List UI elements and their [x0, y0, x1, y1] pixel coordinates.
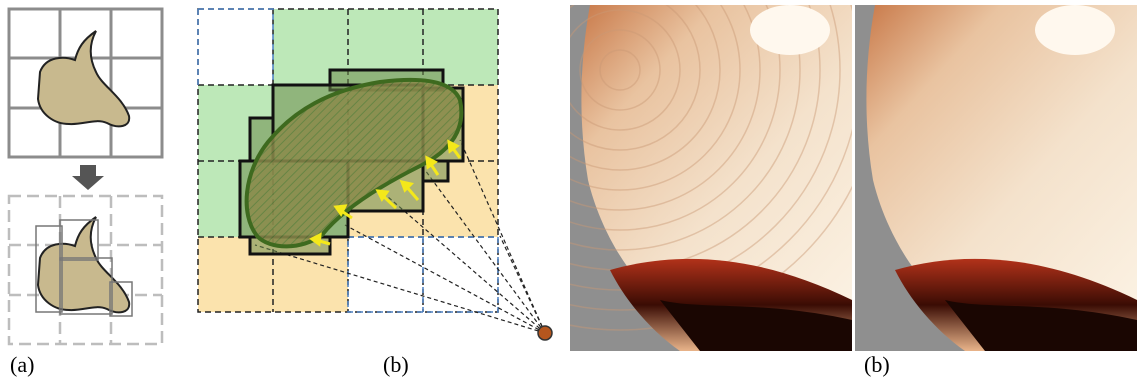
light-source	[538, 326, 552, 340]
figure: (a) (b) (b)	[0, 0, 1137, 381]
panel-label: (a)	[10, 352, 34, 377]
panel-label: (b)	[864, 352, 890, 377]
shape	[38, 217, 129, 312]
arrow-down	[72, 165, 104, 190]
page: {"panels": [{"label": "(a)"}, {"label": …	[0, 0, 1137, 381]
panel-label: (b)	[383, 352, 409, 377]
shape	[38, 31, 129, 126]
render-right	[855, 5, 1137, 351]
